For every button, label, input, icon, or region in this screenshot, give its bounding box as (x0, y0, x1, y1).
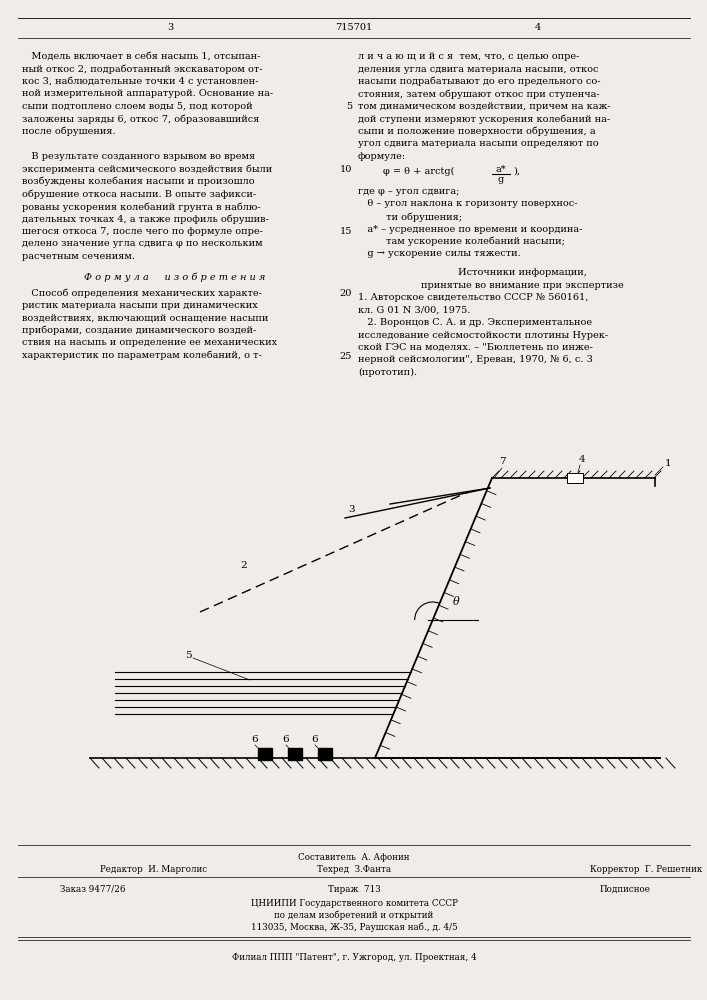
Text: заложены заряды 6, откос 7, образовавшийся: заложены заряды 6, откос 7, образовавший… (22, 114, 259, 124)
Text: 25: 25 (339, 352, 352, 361)
Text: 6: 6 (283, 736, 289, 744)
Bar (288, 748, 302, 760)
Text: где φ – угол сдвига;: где φ – угол сдвига; (358, 187, 460, 196)
Text: a*: a* (496, 165, 506, 174)
Text: 5: 5 (185, 650, 192, 660)
Text: деления угла сдвига материала насыпи, откос: деления угла сдвига материала насыпи, от… (358, 64, 599, 74)
Text: 3: 3 (167, 23, 173, 32)
Text: Заказ 9477/26: Заказ 9477/26 (60, 885, 126, 894)
Text: после обрушения.: после обрушения. (22, 127, 116, 136)
Text: g → ускорение силы тяжести.: g → ускорение силы тяжести. (358, 249, 521, 258)
Text: 4: 4 (579, 456, 585, 464)
Text: Источники информации,: Источники информации, (457, 268, 586, 277)
Bar (318, 748, 332, 760)
Text: 1. Авторское свидетельство СССР № 560161,: 1. Авторское свидетельство СССР № 560161… (358, 293, 588, 302)
Text: эксперимента сейсмического воздействия были: эксперимента сейсмического воздействия б… (22, 164, 272, 174)
Text: ),: ), (513, 166, 520, 176)
Text: ствия на насыпь и определение ее механических: ствия на насыпь и определение ее механич… (22, 338, 277, 347)
Text: Редактор  И. Марголис: Редактор И. Марголис (100, 865, 207, 874)
Text: 10: 10 (339, 164, 352, 174)
Text: Техред  З.Фанта: Техред З.Фанта (317, 865, 391, 874)
FancyBboxPatch shape (567, 473, 583, 483)
Text: ской ГЭС на моделях. – "Бюллетень по инже-: ской ГЭС на моделях. – "Бюллетень по инж… (358, 343, 593, 352)
Text: a* – усредненное по времени и координа-: a* – усредненное по времени и координа- (358, 225, 583, 233)
Text: (прототип).: (прототип). (358, 368, 417, 377)
Text: 20: 20 (339, 290, 352, 298)
Text: насыпи подрабатывают до его предельного со-: насыпи подрабатывают до его предельного … (358, 77, 600, 87)
Text: Подписное: Подписное (600, 885, 651, 894)
Text: g: g (498, 174, 504, 184)
Text: Составитель  А. Афонин: Составитель А. Афонин (298, 853, 410, 862)
Text: ристик материала насыпи при динамических: ристик материала насыпи при динамических (22, 300, 258, 310)
Text: 4: 4 (535, 23, 541, 32)
Text: сыпи подтоплено слоем воды 5, под которой: сыпи подтоплено слоем воды 5, под которо… (22, 102, 252, 111)
Text: Тираж  713: Тираж 713 (327, 885, 380, 894)
Text: θ: θ (452, 597, 460, 607)
Text: л и ч а ю щ и й с я  тем, что, с целью опре-: л и ч а ю щ и й с я тем, что, с целью оп… (358, 52, 579, 61)
Text: обрушение откоса насыпи. В опыте зафикси-: обрушение откоса насыпи. В опыте зафикси… (22, 190, 256, 199)
Text: ной измерительной аппаратурой. Основание на-: ной измерительной аппаратурой. Основание… (22, 90, 273, 99)
Text: угол сдвига материала насыпи определяют по: угол сдвига материала насыпи определяют … (358, 139, 599, 148)
Text: кл. G 01 N 3/00, 1975.: кл. G 01 N 3/00, 1975. (358, 306, 470, 314)
Text: θ – угол наклона к горизонту поверхнос-: θ – угол наклона к горизонту поверхнос- (358, 200, 578, 209)
Text: характеристик по параметрам колебаний, о т-: характеристик по параметрам колебаний, о… (22, 351, 262, 360)
Text: 6: 6 (252, 736, 258, 744)
Text: В результате созданного взрывом во время: В результате созданного взрывом во время (22, 152, 255, 161)
Text: 715701: 715701 (335, 23, 373, 32)
Text: ти обрушения;: ти обрушения; (358, 212, 462, 222)
Text: 7: 7 (498, 458, 506, 466)
Text: дой ступени измеряют ускорения колебаний на-: дой ступени измеряют ускорения колебаний… (358, 114, 610, 124)
Text: приборами, создание динамического воздей-: приборами, создание динамического воздей… (22, 326, 256, 335)
Text: 1: 1 (665, 460, 672, 468)
Text: 6: 6 (312, 736, 318, 744)
Text: исследование сейсмостойкости плотины Нурек-: исследование сейсмостойкости плотины Нур… (358, 330, 608, 340)
Text: дательных точках 4, а также профиль обрушив-: дательных точках 4, а также профиль обру… (22, 215, 269, 224)
Text: там ускорение колебаний насыпи;: там ускорение колебаний насыпи; (358, 237, 565, 246)
Text: шегося откоса 7, после чего по формуле опре-: шегося откоса 7, после чего по формуле о… (22, 227, 263, 236)
Text: Модель включает в себя насыпь 1, отсыпан-: Модель включает в себя насыпь 1, отсыпан… (22, 52, 260, 61)
Text: сыпи и положение поверхности обрушения, а: сыпи и положение поверхности обрушения, … (358, 127, 595, 136)
Text: воздействиях, включающий оснащение насыпи: воздействиях, включающий оснащение насып… (22, 313, 269, 322)
Text: стояния, затем обрушают откос при ступенча-: стояния, затем обрушают откос при ступен… (358, 90, 600, 99)
Text: Ф о р м у л а     и з о б р е т е н и я: Ф о р м у л а и з о б р е т е н и я (84, 272, 266, 282)
Text: Способ определения механических характе-: Способ определения механических характе- (22, 288, 262, 298)
Text: ный откос 2, подработанный экскаватором от-: ный откос 2, подработанный экскаватором … (22, 64, 262, 74)
Text: расчетным сечениям.: расчетным сечениям. (22, 252, 135, 261)
Text: кос 3, наблюдательные точки 4 с установлен-: кос 3, наблюдательные точки 4 с установл… (22, 77, 258, 87)
Text: 2. Воронцов С. А. и др. Экспериментальное: 2. Воронцов С. А. и др. Экспериментально… (358, 318, 592, 327)
Text: делено значение угла сдвига φ по нескольким: делено значение угла сдвига φ по несколь… (22, 239, 262, 248)
Text: 5: 5 (346, 102, 352, 111)
Text: 3: 3 (349, 506, 355, 514)
Text: по делам изобретений и открытий: по делам изобретений и открытий (274, 911, 433, 920)
Text: Корректор  Г. Решетник: Корректор Г. Решетник (590, 865, 702, 874)
Text: 2: 2 (240, 560, 247, 570)
Text: 113035, Москва, Ж-35, Раушская наб., д. 4/5: 113035, Москва, Ж-35, Раушская наб., д. … (251, 923, 457, 932)
Text: принятые во внимание при экспертизе: принятые во внимание при экспертизе (421, 280, 624, 290)
Text: φ = θ + arctg(: φ = θ + arctg( (383, 166, 455, 176)
Text: рованы ускорения колебаний грунта в наблю-: рованы ускорения колебаний грунта в набл… (22, 202, 261, 212)
Text: Филиал ППП "Патент", г. Ужгород, ул. Проектная, 4: Филиал ППП "Патент", г. Ужгород, ул. Про… (232, 953, 477, 962)
Text: нерной сейсмологии", Ереван, 1970, № 6, с. 3: нерной сейсмологии", Ереван, 1970, № 6, … (358, 356, 593, 364)
Text: ЦНИИПИ Государственного комитета СССР: ЦНИИПИ Государственного комитета СССР (250, 899, 457, 908)
Text: 15: 15 (339, 227, 352, 236)
Text: формуле:: формуле: (358, 152, 406, 161)
Bar (258, 748, 272, 760)
Text: том динамическом воздействии, причем на каж-: том динамическом воздействии, причем на … (358, 102, 611, 111)
Text: возбуждены колебания насыпи и произошло: возбуждены колебания насыпи и произошло (22, 177, 255, 186)
